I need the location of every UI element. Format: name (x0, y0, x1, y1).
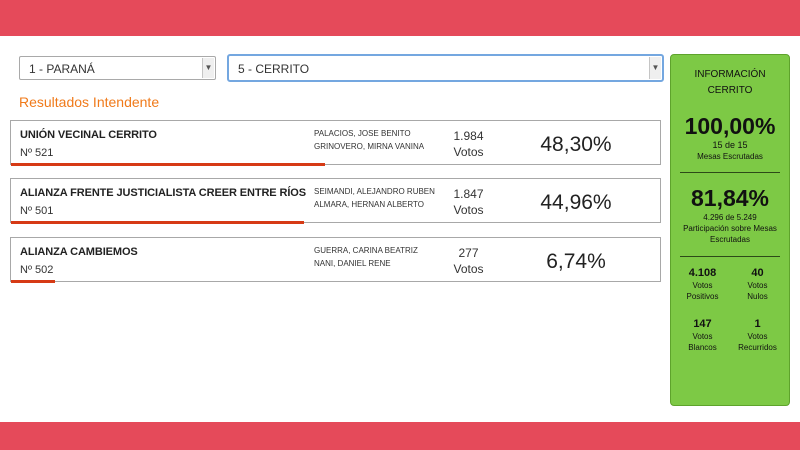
stat-blank: 147 Votos Blancos (675, 318, 730, 353)
list-number: Nº 521 (20, 147, 54, 159)
divider (680, 256, 780, 257)
votes-label: Votos (453, 262, 484, 276)
candidate-name: ALMARA, HERNAN ALBERTO (314, 200, 424, 209)
votes: 1.847 Votos (441, 186, 496, 218)
votes: 1.984 Votos (441, 128, 496, 160)
participation-label: Participación sobre Mesas Escrutadas (683, 224, 777, 244)
candidates: GUERRA, CARINA BEATRIZ NANI, DANIEL RENE (314, 244, 454, 270)
votes-count: 1.984 (453, 129, 484, 143)
votes-count: 277 (458, 246, 479, 260)
stat-label: Recurridos (738, 343, 777, 352)
divider (680, 172, 780, 173)
city-select-value: 5 - CERRITO (238, 62, 310, 76)
vote-percent: 44,96% (540, 191, 612, 214)
candidate-name: PALACIOS, JOSE BENITO (314, 129, 411, 138)
party-name: ALIANZA FRENTE JUSTICIALISTA CREER ENTRE… (20, 187, 306, 199)
vote-share-bar (11, 280, 55, 283)
result-card: ALIANZA FRENTE JUSTICIALISTA CREER ENTRE… (10, 178, 661, 224)
candidate-name: GRINOVERO, MIRNA VANINA (314, 142, 425, 151)
stat-label: Votos (747, 332, 768, 341)
stat-label: Votos (692, 281, 713, 290)
stat-label: Positivos (686, 292, 719, 301)
votes-label: Votos (453, 145, 484, 159)
info-title-line: INFORMACIÓN (694, 69, 766, 80)
stat-label: Nulos (747, 292, 768, 301)
vote-percent: 6,74% (546, 250, 606, 273)
stat-label: Blancos (688, 343, 717, 352)
chevron-down-icon[interactable]: ▼ (649, 57, 661, 79)
votes-label: Votos (453, 203, 484, 217)
department-select-value: 1 - PARANÁ (29, 62, 95, 76)
candidate-name: GUERRA, CARINA BEATRIZ (314, 246, 418, 255)
vote-percent: 48,30% (540, 133, 612, 156)
stat-null: 40 Votos Nulos (730, 267, 785, 302)
participation-count: 4.296 de 5.249 (703, 213, 757, 222)
votes-count: 1.847 (453, 187, 484, 201)
participation-percent: 81,84% (690, 185, 769, 211)
list-number: Nº 502 (20, 264, 54, 276)
candidates: PALACIOS, JOSE BENITO GRINOVERO, MIRNA V… (314, 127, 454, 153)
stat-value: 4.108 (688, 267, 717, 279)
vote-share-bar (11, 163, 326, 166)
city-select[interactable]: 5 - CERRITO ▼ (227, 54, 664, 82)
stat-label: Votos (692, 332, 713, 341)
stat-challenged: 1 Votos Recurridos (730, 318, 785, 353)
stat-label: Votos (747, 281, 768, 290)
vote-stats: 4.108 Votos Positivos 40 Votos Nulos 147… (671, 267, 789, 353)
stat-value: 147 (693, 318, 712, 330)
section-title: Resultados Intendente (19, 94, 160, 110)
scrutiny-count: 15 de 15 (712, 140, 748, 150)
party-name: ALIANZA CAMBIEMOS (20, 246, 138, 258)
info-title-line: CERRITO (707, 85, 753, 96)
candidates: SEIMANDI, ALEJANDRO RUBEN ALMARA, HERNAN… (314, 185, 454, 211)
list-number: Nº 501 (20, 205, 54, 217)
stat-value: 1 (754, 318, 761, 330)
result-card: UNIÓN VECINAL CERRITO Nº 521 PALACIOS, J… (10, 120, 661, 166)
candidate-name: NANI, DANIEL RENE (314, 259, 391, 268)
chevron-down-icon[interactable]: ▼ (202, 58, 214, 78)
info-title: INFORMACIÓN CERRITO (671, 67, 789, 99)
result-card: ALIANZA CAMBIEMOS Nº 502 GUERRA, CARINA … (10, 237, 661, 283)
votes: 277 Votos (441, 245, 496, 277)
results-panel: 1 - PARANÁ ▼ 5 - CERRITO ▼ Resultados In… (0, 36, 800, 422)
stat-positive: 4.108 Votos Positivos (675, 267, 730, 302)
vote-share-bar (11, 221, 304, 224)
department-select[interactable]: 1 - PARANÁ ▼ (19, 56, 216, 80)
top-marker (459, 0, 465, 3)
candidate-name: SEIMANDI, ALEJANDRO RUBEN (314, 187, 435, 196)
stat-value: 40 (751, 267, 764, 279)
party-name: UNIÓN VECINAL CERRITO (20, 129, 157, 141)
scrutiny-percent: 100,00% (684, 113, 776, 139)
info-panel: INFORMACIÓN CERRITO 100,00% 15 de 15 Mes… (670, 54, 790, 406)
scrutiny-label: Mesas Escrutadas (697, 152, 763, 161)
